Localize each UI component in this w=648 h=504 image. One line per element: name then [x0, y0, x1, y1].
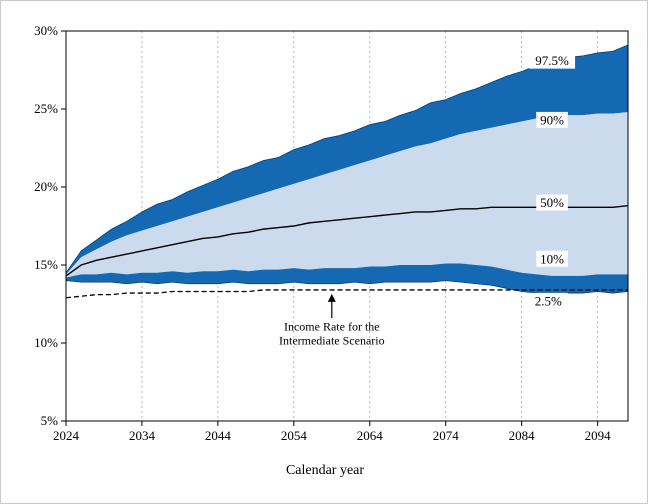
x-tick-label: 2054: [281, 428, 308, 443]
income-rate-line: [65, 289, 628, 299]
percentile-label-box: [529, 52, 576, 69]
percentile-label: 90%: [540, 112, 564, 127]
annotation-line1: Income Rate for the: [284, 320, 380, 334]
y-tick-label: 10%: [34, 335, 58, 350]
y-tick-label: 30%: [34, 23, 58, 38]
percentile-label-box: [536, 194, 568, 211]
fan-chart-svg: 30% 25% 20% 15% 10% 5%2024 2034 2044 2054 2064 207…: [34, 23, 629, 443]
percentile-label: 10%: [540, 251, 564, 266]
x-tick-label: 2084: [509, 428, 536, 443]
percentile-label-box: [536, 111, 568, 128]
x-tick-label: 2034: [129, 428, 156, 443]
percentile-label: 97.5%: [535, 53, 569, 68]
x-tick-label: 2044: [205, 428, 232, 443]
band-10-to-90: [66, 112, 628, 278]
y-tick-label: 15%: [34, 257, 58, 272]
percentile-label-box: [528, 292, 568, 309]
x-tick-label: 2074: [433, 428, 460, 443]
percentile-50-line: [65, 205, 629, 277]
percentile-label-box: [536, 250, 568, 267]
x-axis-title: Calendar year: [285, 463, 365, 478]
x-tick-label: 2064: [357, 428, 384, 443]
y-tick-label: 25%: [34, 101, 58, 116]
percentile-label: 50%: [540, 195, 564, 210]
x-tick-label: 2024: [53, 428, 80, 443]
y-tick-label: 5%: [41, 413, 59, 428]
annotation-arrow-head: [327, 293, 336, 302]
percentile-label: 2.5%: [535, 293, 562, 308]
band-2half-to-10: [66, 263, 628, 295]
band-90-to-97half: [66, 45, 628, 275]
plot-frame: [65, 30, 629, 422]
annotation-line2: Intermediate Scenario: [279, 334, 385, 348]
y-tick-label: 20%: [34, 179, 58, 194]
x-tick-label: 2094: [585, 428, 612, 443]
percentile-2half-line: [65, 280, 629, 296]
